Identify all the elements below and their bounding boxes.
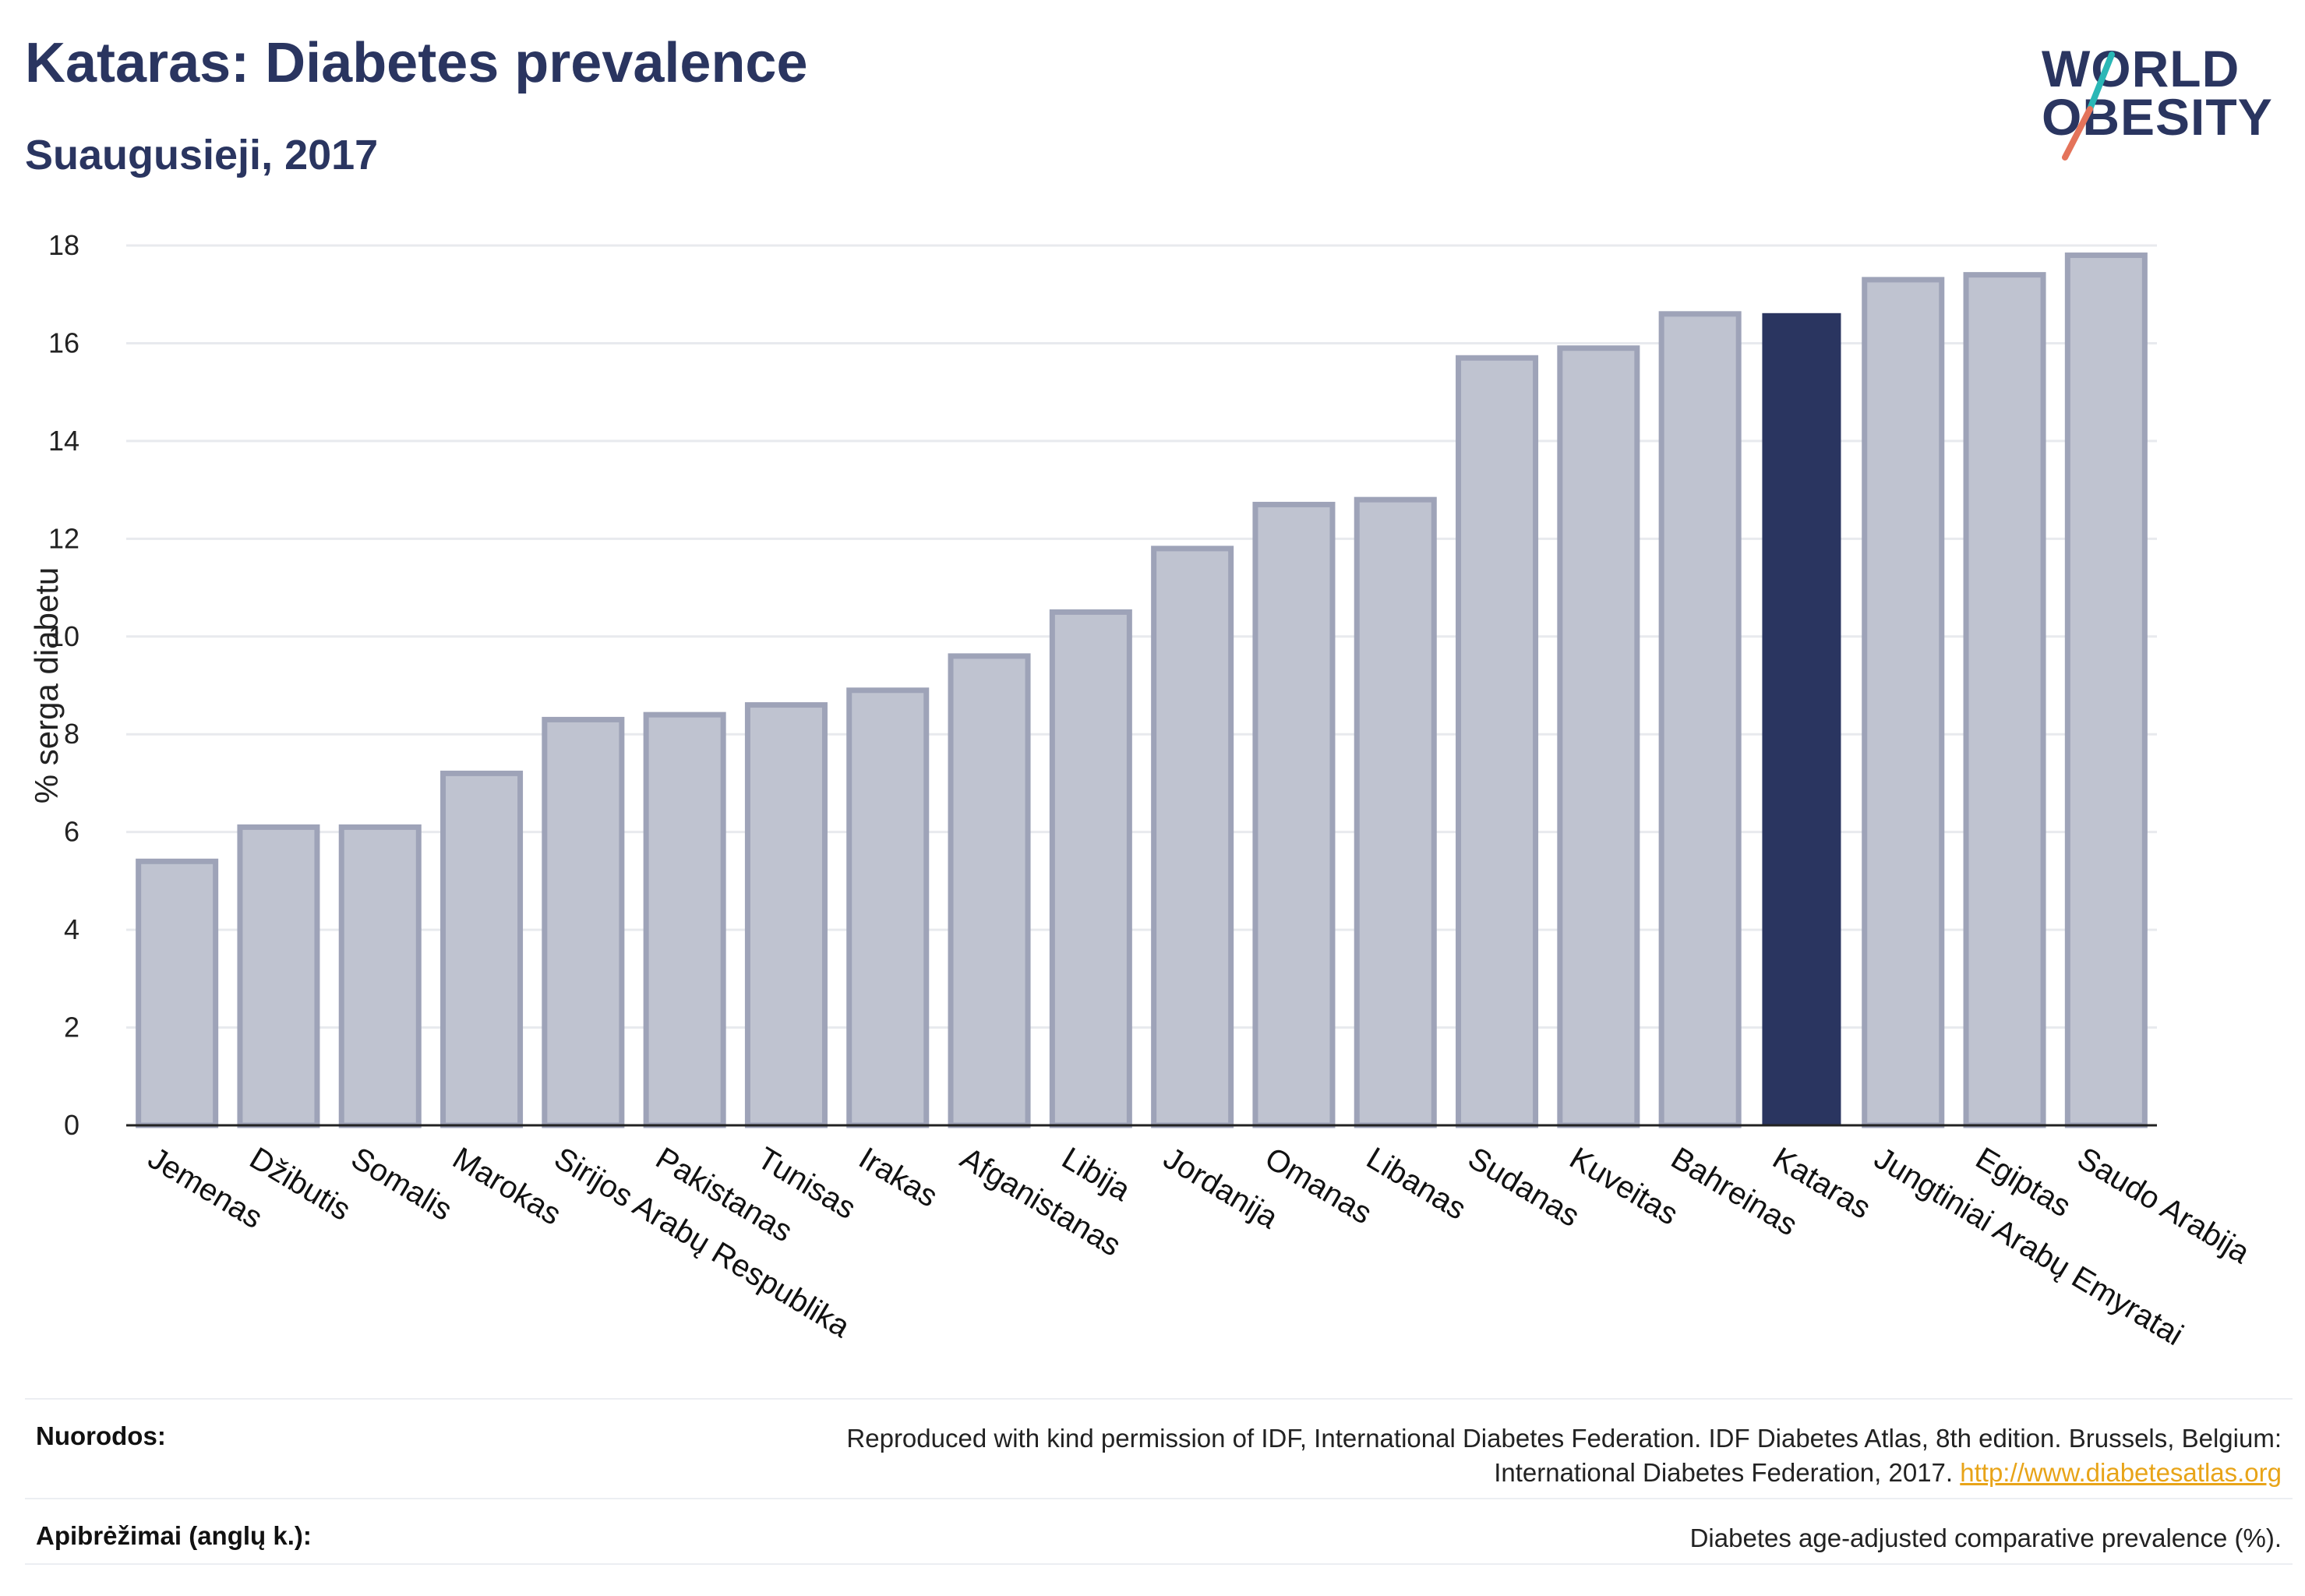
definitions-row: Apibrėžimai (anglų k.): Diabetes age-adj… — [25, 1498, 2293, 1565]
bar — [1762, 312, 1841, 1126]
bar — [1252, 501, 1336, 1128]
bar — [542, 716, 625, 1128]
bar — [237, 824, 320, 1128]
x-tick-label: Libanas — [1361, 1141, 1472, 1227]
logo-line-2: OBESITY — [2042, 88, 2273, 146]
definitions-label: Apibrėžimai (anglų k.): — [36, 1521, 312, 1550]
x-tick-label: Kuveitas — [1564, 1141, 1684, 1232]
x-tick-label: Saudo Arabija — [2071, 1141, 2256, 1270]
bar — [1151, 546, 1234, 1128]
y-tick-label: 6 — [64, 816, 79, 848]
bar — [1049, 609, 1132, 1128]
page-subtitle: Suaugusieji, 2017 — [25, 132, 379, 178]
sources-row: Nuorodos: Reproduced with kind permissio… — [25, 1398, 2293, 1498]
x-tick-label: Marokas — [447, 1141, 567, 1232]
y-tick-label: 12 — [48, 522, 79, 554]
bar — [744, 702, 828, 1128]
definitions-text: Diabetes age-adjusted comparative preval… — [1689, 1524, 2282, 1552]
x-tick-label: Jemenas — [143, 1141, 269, 1235]
y-tick-label: 2 — [64, 1012, 79, 1043]
bar — [1354, 496, 1437, 1128]
bar — [440, 770, 524, 1128]
bar — [846, 687, 930, 1128]
world-obesity-logo: WORLD OBESITY — [2042, 31, 2291, 164]
y-tick-label: 16 — [48, 327, 79, 358]
page-title: Kataras: Diabetes prevalence — [25, 32, 808, 94]
bar — [1557, 345, 1640, 1128]
x-tick-label: Irakas — [853, 1141, 944, 1214]
y-axis-label: % serga diabetu — [28, 567, 65, 804]
sources-text: Reproduced with kind permission of IDF, … — [645, 1421, 2282, 1490]
logo-line-1: WORLD — [2042, 40, 2240, 97]
sources-text-line-2: International Diabetes Federation, 2017. — [1494, 1458, 1954, 1487]
bar — [643, 711, 726, 1128]
sources-text-line-1: Reproduced with kind permission of IDF, … — [846, 1424, 2282, 1453]
diabetes-atlas-link[interactable]: http://www.diabetesatlas.org — [1960, 1458, 2282, 1487]
y-tick-label: 0 — [64, 1109, 79, 1141]
x-tick-label: Jordanija — [1158, 1141, 1284, 1236]
bar — [2064, 252, 2148, 1128]
bar — [136, 858, 219, 1128]
sources-label: Nuorodos: — [36, 1421, 166, 1450]
y-tick-label: 8 — [64, 718, 79, 750]
logo-slash-icon — [2062, 51, 2115, 161]
y-tick-label: 4 — [64, 913, 79, 945]
bar — [1963, 272, 2046, 1128]
bar — [948, 653, 1031, 1128]
bar — [1456, 355, 1539, 1128]
y-tick-label: 18 — [48, 229, 79, 261]
y-tick-label: 10 — [48, 620, 79, 652]
x-tick-label: Somalis — [345, 1141, 458, 1227]
bar — [1862, 277, 1945, 1128]
bar — [338, 824, 422, 1128]
references-table: Nuorodos: Reproduced with kind permissio… — [25, 1398, 2293, 1565]
y-tick-label: 14 — [48, 425, 79, 457]
x-tick-label: Omanas — [1259, 1141, 1378, 1231]
bar — [1658, 311, 1742, 1128]
x-tick-label: Sudanas — [1462, 1141, 1585, 1234]
